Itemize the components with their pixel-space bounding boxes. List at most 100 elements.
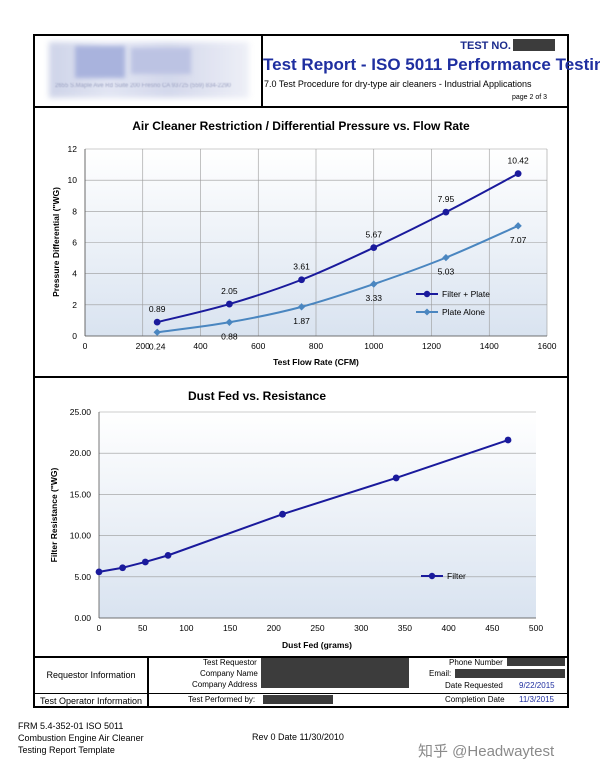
chart2-y-tick-label: 0.00 [74,613,91,623]
chart1-y-tick-label: 6 [72,238,77,248]
chart1-point [298,276,305,284]
chart1-y-tick-label: 12 [68,144,78,154]
completion-date-value: 11/3/2015 [519,695,554,704]
chart2-x-tick-label: 100 [179,623,193,633]
chart2-legend-label: Filter [447,571,466,581]
logo-caption: 2655 S.Maple Ave Rd Suite 200 Fresno CA … [55,83,232,89]
chart2-point [141,558,149,566]
watermark: 知乎 @Headwaytest [418,743,555,760]
chart1-data-label: 3.33 [365,293,382,303]
chart1-x-label: Test Flow Rate (CFM) [273,357,359,367]
chart2-x-tick-label: 500 [529,623,543,633]
chart2-x-tick-label: 400 [442,623,456,633]
chart1-x-tick-label: 200 [136,341,150,351]
chart1-x-tick-label: 0 [83,341,88,351]
chart2-x-tick-label: 350 [398,623,412,633]
chart2-y-tick-label: 15.00 [70,489,92,499]
chart2-y-tick-label: 5.00 [74,572,91,582]
footer-revision: Rev 0 Date 11/30/2010 [252,732,344,742]
report-page: 2655 S.Maple Ave Rd Suite 200 Fresno CA … [33,34,600,708]
info-section: Requestor Information Test Operator Info… [35,656,567,707]
chart2-y-tick-label: 10.00 [70,531,92,541]
chart2-y-tick-label: 25.00 [70,407,92,417]
chart1-series-line-0 [156,172,519,324]
dust-resistance-chart-svg: Dust Fed vs. Resistance 0.00 5.00 10.00 15.… [49,389,543,650]
phone-number-label: Phone Number [449,658,503,667]
chart1-data-label: 7.95 [438,194,455,204]
chart2-x-tick-label: 300 [354,623,368,633]
chart1-legend-label: Plate Alone [442,307,485,317]
chart1-x-tick-label: 400 [193,341,207,351]
company-address-label: Company Address [192,680,258,689]
performer-redacted [263,695,333,704]
chart1-point [370,244,378,252]
chart1-data-label: 5.03 [438,267,455,277]
company-name-label: Company Name [200,669,258,678]
footer-form-id: FRM 5.4-352-01 ISO 5011 Combustion Engin… [18,720,144,756]
report-title: Test Report - ISO 5011 Performance Testi… [263,55,600,74]
chart1-data-label: 2.05 [221,286,238,296]
chart1-x-tick-label: 1600 [538,341,557,351]
chart1-y-tick-label: 10 [68,175,78,185]
chart1-point [442,208,450,216]
chart2-title: Dust Fed vs. Resistance [188,389,326,403]
chart2-x-tick-label: 200 [267,623,281,633]
pressure-flow-chart: Air Cleaner Restriction / Differential P… [35,106,567,378]
chart2-point [392,474,400,482]
email-redacted [455,669,565,678]
chart1-data-label: 1.87 [293,316,310,326]
chart1-data-label: 3.61 [293,262,310,272]
footer-line-1: FRM 5.4-352-01 ISO 5011 [18,721,124,731]
chart1-data-label: 0.88 [221,331,238,341]
chart1-legend-label: Filter + Plate [442,289,490,299]
chart1-x-tick-label: 1400 [480,341,499,351]
chart1-y-label: Pressure Differential ("WG) [51,187,61,297]
report-subtitle: 7.0 Test Procedure for dry-type air clea… [264,79,532,89]
chart1-legend-marker [423,308,431,316]
chart1-y-tick-label: 2 [72,300,77,310]
chart1-point [297,303,306,311]
chart2-legend-marker [428,572,436,580]
chart2-point [164,551,172,559]
date-requested-label: Date Requested [445,681,503,690]
chart2-x-tick-label: 450 [485,623,499,633]
chart2-point [279,510,286,518]
chart2-x-tick-label: 50 [138,623,148,633]
chart2-x-tick-label: 150 [223,623,237,633]
chart2-plot-area [99,412,536,618]
chart1-x-tick-label: 1200 [422,341,441,351]
chart2-x-tick-label: 0 [97,623,102,633]
chart2-y-label: Filter Resistance ("WG) [49,467,59,562]
chart1-legend-marker [423,290,431,298]
company-logo: 2655 S.Maple Ave Rd Suite 200 Fresno CA … [35,36,263,106]
chart1-series-line-1 [157,224,519,334]
chart1-y-tick-label: 8 [72,206,77,216]
chart2-point [95,568,103,576]
chart1-y-tick-label: 4 [72,269,77,279]
chart2-point [119,564,126,572]
completion-date-label: Completion Date [445,695,505,704]
chart1-point [225,300,233,308]
chart2-point [504,436,512,444]
chart1-data-label: 0.24 [149,341,166,351]
chart1-x-tick-label: 600 [251,341,265,351]
chart1-y-tick-label: 0 [72,331,77,341]
chart1-x-tick-label: 800 [309,341,323,351]
page-indicator: page 2 of 3 [511,94,547,101]
chart1-x-tick-label: 1000 [364,341,383,351]
email-label: Email: [429,669,452,678]
row-divider [147,693,567,694]
requestor-info-label: Requestor Information [35,656,149,693]
operator-info-label: Test Operator Information [35,693,149,707]
date-requested-value: 9/22/2015 [519,681,555,690]
requestor-redacted [261,658,409,688]
chart1-data-label: 10.42 [507,156,529,166]
dust-resistance-chart: Dust Fed vs. Resistance 0.00 5.00 10.00 15.… [35,378,567,658]
phone-redacted [507,658,565,666]
test-no-label: TEST NO. [460,40,511,52]
chart1-title: Air Cleaner Restriction / Differential P… [132,119,470,133]
chart1-point [153,318,161,326]
chart1-data-label: 5.67 [365,230,382,240]
chart2-x-tick-label: 250 [310,623,324,633]
report-header: 2655 S.Maple Ave Rd Suite 200 Fresno CA … [35,36,600,108]
